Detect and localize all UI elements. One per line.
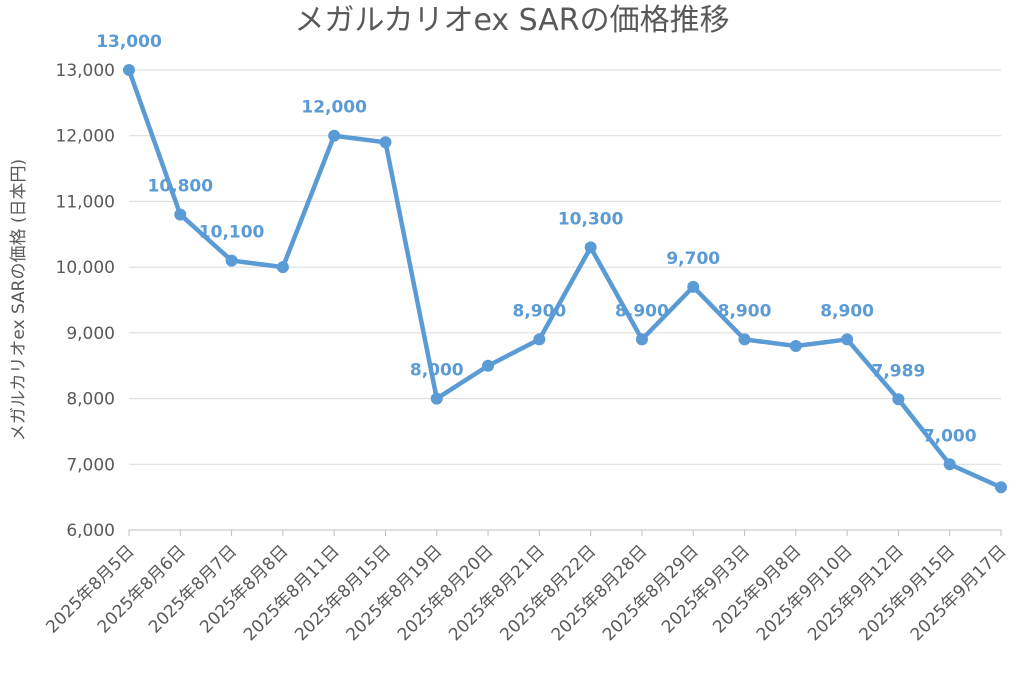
data-point xyxy=(995,481,1007,494)
series-line xyxy=(126,67,1004,490)
data-point xyxy=(789,340,802,352)
data-labels: 13,000 10,800 10,100 12,000 8,000 8,900 10,300… xyxy=(96,32,977,446)
data-point xyxy=(943,458,956,471)
chart-title: メガルカリオex SARの価格推移 xyxy=(294,3,729,38)
y-tick-label: 12,000 xyxy=(56,127,115,147)
y-tick-label: 7,000 xyxy=(66,455,115,475)
data-label: 12,000 xyxy=(301,98,367,118)
data-point xyxy=(379,136,392,149)
data-point xyxy=(430,392,443,405)
x-tick-label: 2025年8月7日 xyxy=(145,541,241,637)
y-axis-label: メガルカリオex SARの価格 (日本円) xyxy=(9,159,29,441)
x-tick-label: 2025年8月6日 xyxy=(94,541,190,637)
data-point xyxy=(174,208,187,221)
data-point xyxy=(276,261,289,274)
data-point xyxy=(328,129,341,142)
data-point xyxy=(225,254,238,267)
data-label: 8,900 xyxy=(615,301,669,321)
data-label: 13,000 xyxy=(96,32,162,52)
data-point xyxy=(482,359,495,372)
y-axis-ticks: 6,000 7,000 8,000 9,000 10,000 11,000 12,000 13… xyxy=(56,61,115,541)
data-point xyxy=(841,333,854,346)
data-label: 8,000 xyxy=(410,361,464,381)
data-point xyxy=(533,333,546,346)
data-points xyxy=(123,64,1007,494)
x-tick-label: 2025年8月8日 xyxy=(196,541,292,637)
y-tick-label: 10,000 xyxy=(56,258,115,278)
gridlines xyxy=(129,69,1001,531)
y-tick-label: 11,000 xyxy=(56,192,115,212)
y-tick-label: 13,000 xyxy=(56,61,115,81)
data-point xyxy=(892,393,905,406)
x-tick-label: 2025年9月17日 xyxy=(907,541,1011,645)
data-label: 8,900 xyxy=(820,301,874,321)
data-point xyxy=(738,333,751,346)
y-tick-label: 8,000 xyxy=(66,390,115,410)
y-tick-label: 6,000 xyxy=(66,521,115,541)
data-label: 10,800 xyxy=(147,177,213,197)
y-tick-label: 9,000 xyxy=(66,324,115,344)
data-point xyxy=(584,241,597,254)
x-tick-label: 2025年8月5日 xyxy=(42,541,138,637)
data-label: 10,300 xyxy=(558,209,624,229)
x-tick-label: 2025年9月3日 xyxy=(658,541,754,637)
series-polyline xyxy=(126,67,1004,490)
data-point xyxy=(123,64,135,76)
data-label: 9,700 xyxy=(666,249,720,269)
data-label: 8,900 xyxy=(512,301,566,321)
data-point xyxy=(687,280,700,293)
data-label: 7,989 xyxy=(872,361,926,381)
data-label: 7,000 xyxy=(923,426,977,446)
x-tick-label: 2025年9月8日 xyxy=(709,541,805,637)
data-point xyxy=(635,333,648,346)
data-label: 8,900 xyxy=(718,301,772,321)
data-label: 10,100 xyxy=(199,223,265,243)
